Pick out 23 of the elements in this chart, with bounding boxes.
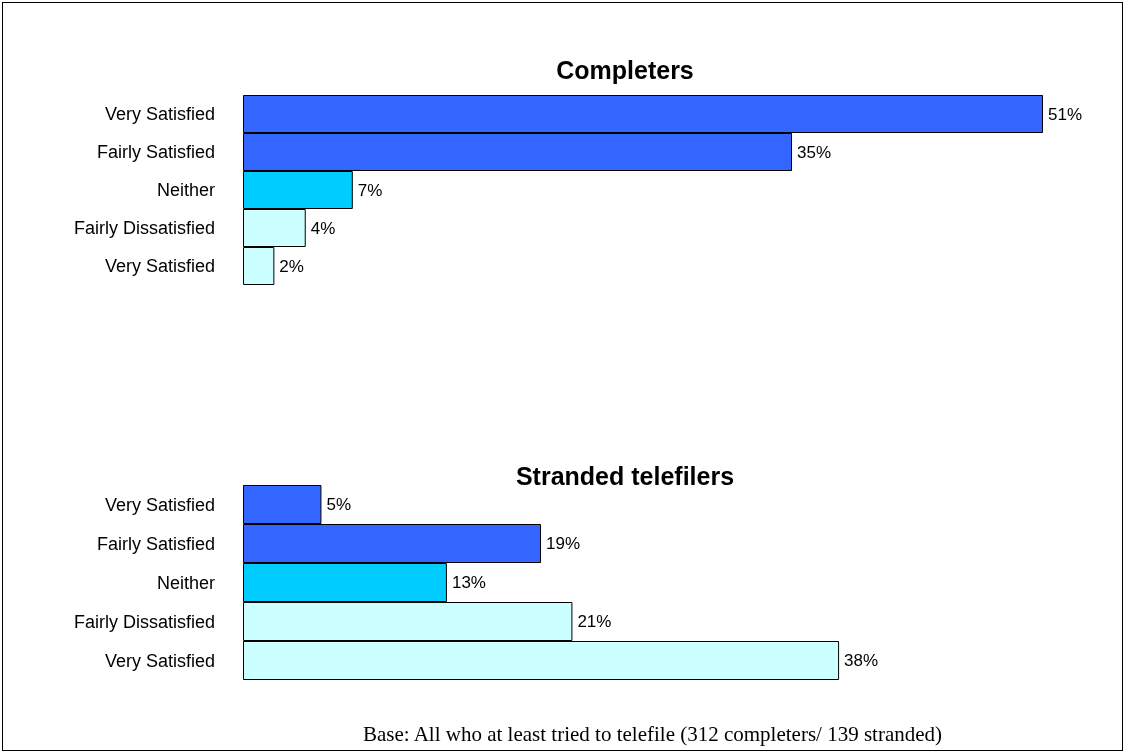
data-label: 4% xyxy=(310,218,336,238)
y-tick-label: Very Satisfied xyxy=(104,494,215,515)
y-tick-label: Fairly Dissatisfied xyxy=(73,218,215,238)
data-label: 5% xyxy=(326,495,352,514)
y-tick-label: Neither xyxy=(156,180,215,200)
text: Base: All who at least tried to telefile (312 completers/ 139 stranded) xyxy=(361,722,944,747)
data-label: 38% xyxy=(844,651,879,670)
y-tick-label: Neither xyxy=(156,572,215,593)
data-label: 7% xyxy=(357,180,383,200)
data-label: 19% xyxy=(546,534,581,553)
chart-title: Completers xyxy=(556,55,694,84)
y-tick-label: Fairly Satisfied xyxy=(96,142,215,162)
y-tick-label: Fairly Satisfied xyxy=(96,533,215,554)
data-label: 35% xyxy=(797,142,832,162)
data-label: 13% xyxy=(451,573,486,592)
y-tick-label: Very Satisfied xyxy=(104,104,215,124)
y-tick-label: Fairly Dissatisfied xyxy=(73,611,215,632)
data-label: 21% xyxy=(577,612,612,631)
chart-title: Stranded telefilers xyxy=(515,461,735,490)
data-label: 2% xyxy=(279,256,304,276)
data-label: 51% xyxy=(1048,104,1083,124)
y-tick-label: Very Satisfied xyxy=(104,650,215,671)
y-tick-label: Very Satisfied xyxy=(104,256,215,276)
